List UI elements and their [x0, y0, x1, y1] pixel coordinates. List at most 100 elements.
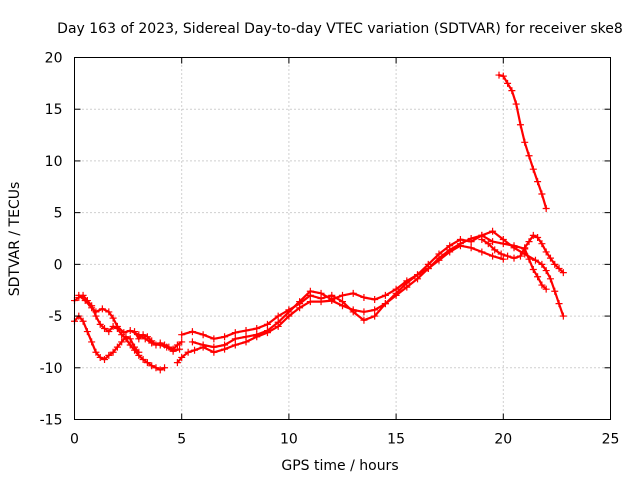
data-point	[534, 233, 542, 241]
data-point	[489, 238, 497, 246]
data-point	[139, 356, 147, 364]
data-point	[538, 281, 546, 289]
series-trace	[73, 315, 140, 361]
data-point	[499, 72, 507, 80]
data-point	[546, 254, 554, 262]
series-trace	[73, 294, 166, 371]
data-point	[113, 322, 121, 330]
data-point	[135, 348, 143, 356]
data-series-satellite-track-8	[478, 231, 567, 277]
data-point	[504, 79, 512, 87]
data-point	[109, 348, 117, 356]
data-point	[101, 324, 109, 332]
data-point	[143, 333, 151, 341]
data-point	[109, 314, 117, 322]
data-point	[131, 343, 139, 351]
data-point	[529, 165, 537, 173]
data-point	[360, 308, 368, 316]
data-point	[161, 341, 169, 349]
data-point	[191, 346, 199, 354]
data-point	[199, 331, 207, 339]
data-point	[122, 333, 130, 341]
axis-ticks: 0 5 10 15 20 25 -15 -10 -5 0 5 10 15 20	[40, 51, 620, 448]
data-series-satellite-track-1	[71, 291, 169, 374]
data-series-satellite-track-2	[71, 312, 143, 364]
y-tick-label: 20	[45, 51, 63, 67]
data-point	[139, 331, 147, 339]
data-point	[559, 269, 567, 277]
data-point	[306, 287, 314, 295]
data-point	[538, 260, 546, 268]
data-point	[253, 331, 261, 339]
data-series-satellite-track-7	[188, 227, 567, 351]
x-tick-label: 25	[602, 432, 620, 448]
data-point	[131, 328, 139, 336]
data-point	[435, 250, 443, 258]
data-series-satellite-track-4	[131, 328, 186, 353]
data-point	[242, 333, 250, 341]
data-point	[339, 291, 346, 299]
data-point	[126, 327, 134, 335]
data-point	[231, 341, 239, 349]
data-point	[371, 296, 379, 304]
data-point	[495, 71, 503, 79]
data-point	[148, 362, 156, 370]
data-point	[188, 328, 196, 336]
data-point	[148, 337, 156, 345]
y-tick-label: 0	[54, 257, 63, 273]
data-point	[169, 345, 177, 353]
data-point	[516, 252, 524, 260]
data-point	[510, 254, 518, 262]
data-point	[381, 300, 389, 308]
data-point	[156, 339, 164, 347]
data-point	[306, 298, 314, 306]
x-tick-label: 15	[387, 432, 405, 448]
data-point	[467, 244, 475, 252]
data-point	[118, 338, 126, 346]
data-point	[221, 341, 229, 349]
series-trace	[133, 330, 183, 351]
y-tick-label: -5	[49, 309, 63, 325]
data-point	[467, 238, 475, 246]
y-tick-label: 10	[45, 154, 63, 170]
data-point	[274, 312, 282, 320]
x-tick-label: 10	[280, 432, 298, 448]
data-point	[371, 312, 379, 320]
data-point	[126, 335, 134, 343]
data-point	[559, 312, 567, 320]
data-point	[88, 304, 96, 312]
data-point	[253, 324, 261, 332]
data-point	[525, 152, 533, 160]
data-point	[135, 335, 143, 343]
data-point	[497, 250, 505, 258]
data-point	[349, 289, 357, 297]
data-series-satellite-track-9	[495, 71, 550, 213]
data-point	[263, 327, 271, 335]
data-point	[105, 328, 113, 336]
data-point	[263, 320, 271, 328]
x-tick-label: 20	[494, 432, 512, 448]
data-point	[414, 271, 422, 279]
data-point	[521, 138, 529, 146]
data-point	[489, 227, 497, 235]
y-tick-label: -15	[40, 413, 63, 429]
data-point	[231, 329, 239, 337]
data-point	[424, 260, 432, 268]
x-tick-label: 0	[70, 432, 79, 448]
plot-frame	[74, 57, 611, 420]
data-point	[529, 266, 537, 274]
data-point	[499, 236, 507, 244]
data-point	[551, 260, 559, 268]
chart-title: Day 163 of 2023, Sidereal Day-to-day VTE…	[57, 21, 623, 37]
data-point	[285, 308, 293, 316]
data-point	[96, 320, 104, 328]
data-point	[542, 248, 550, 256]
data-point	[531, 256, 539, 264]
data-point	[81, 297, 89, 305]
data-point	[178, 338, 186, 346]
data-point	[489, 252, 497, 260]
data-point	[178, 331, 186, 339]
data-point	[478, 248, 486, 256]
y-axis-label: SDTVAR / TECUs	[7, 182, 23, 297]
data-point	[542, 205, 550, 213]
